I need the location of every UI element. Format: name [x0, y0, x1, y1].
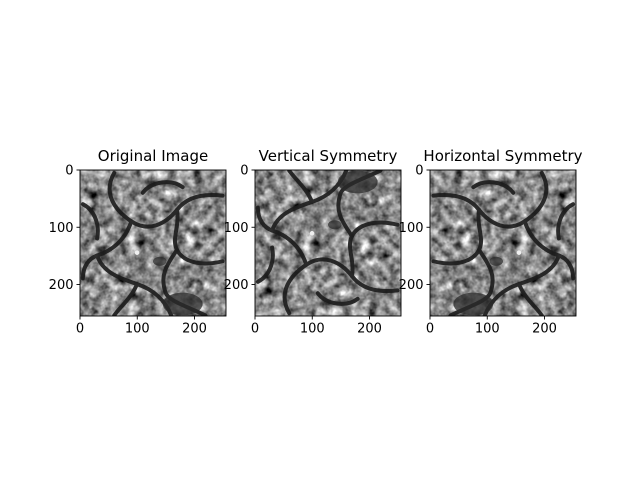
y-tick-label: 200 — [49, 278, 74, 293]
subplot-2: Vertical Symmetry 0 100 200 0 100 200 — [224, 147, 402, 337]
axes-frame — [79, 169, 227, 317]
subplot-1: Original Image 0 100 200 0 100 200 — [49, 147, 227, 337]
axes-frame — [429, 169, 577, 317]
image-panel — [255, 170, 401, 316]
subplot-title: Horizontal Symmetry — [423, 147, 582, 165]
x-tick-label: 200 — [182, 322, 207, 337]
y-tick-label: 100 — [49, 221, 74, 236]
x-tick-label: 0 — [251, 322, 259, 337]
y-tick-label: 100 — [224, 221, 249, 236]
x-tick-label: 200 — [532, 322, 557, 337]
image-panel — [80, 170, 226, 316]
x-tick-label: 100 — [125, 322, 150, 337]
y-tick-label: 0 — [240, 164, 248, 179]
x-tick-label: 200 — [357, 322, 382, 337]
x-tick-label: 100 — [300, 322, 325, 337]
x-tick-label: 0 — [426, 322, 434, 337]
y-tick-label: 200 — [224, 278, 249, 293]
image-panel — [430, 170, 576, 316]
y-tick-label: 200 — [399, 278, 424, 293]
subplot-title: Vertical Symmetry — [259, 147, 398, 165]
y-tick-label: 0 — [65, 164, 73, 179]
y-tick-label: 100 — [399, 221, 424, 236]
x-tick-label: 0 — [76, 322, 84, 337]
subplot-title: Original Image — [98, 147, 208, 165]
y-tick-label: 0 — [415, 164, 423, 179]
x-tick-label: 100 — [475, 322, 500, 337]
axes-frame — [254, 169, 402, 317]
